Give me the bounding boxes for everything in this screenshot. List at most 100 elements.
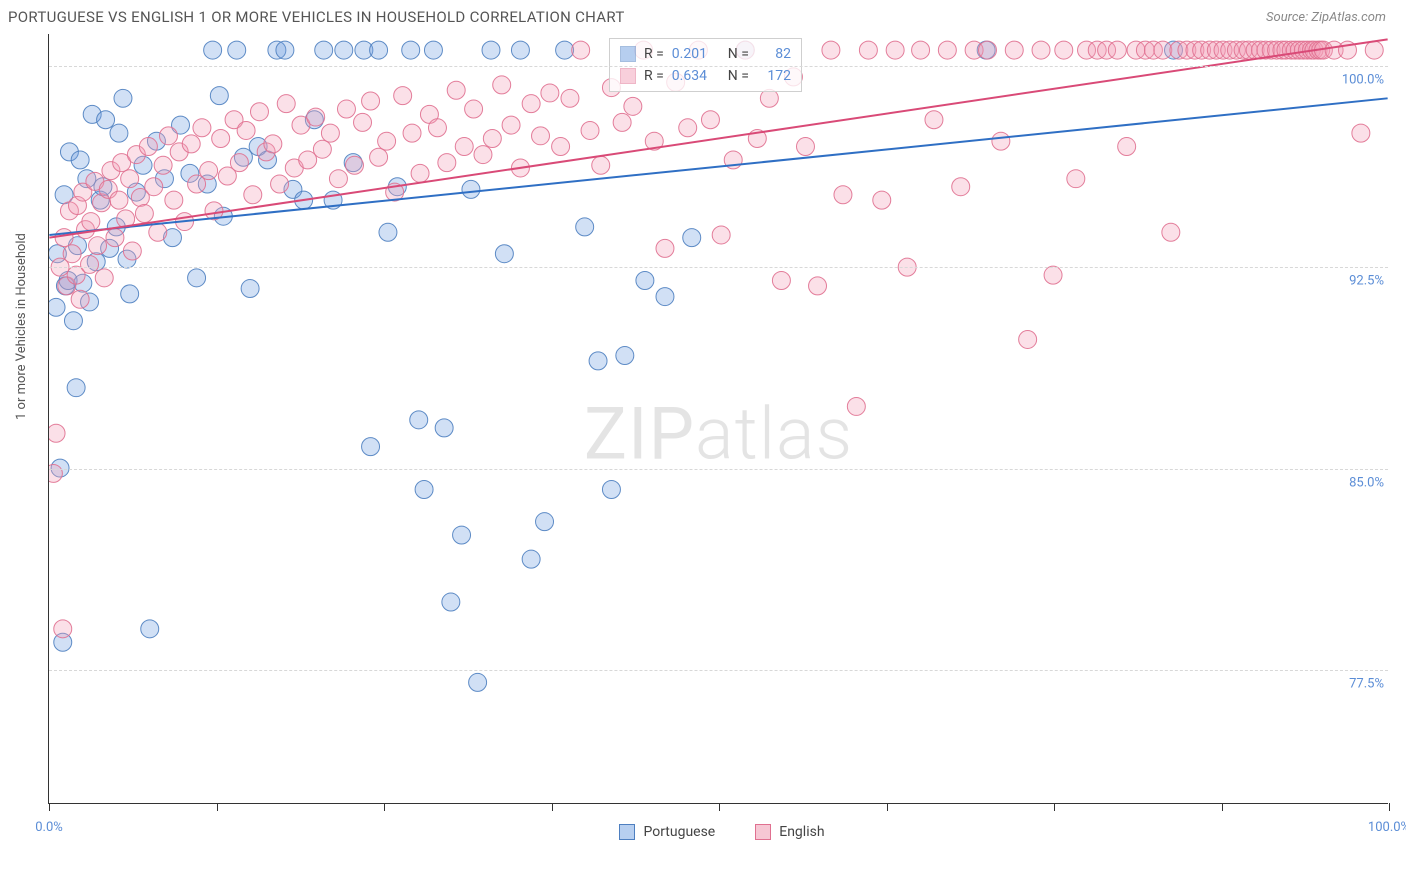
data-point	[1286, 41, 1304, 59]
data-point	[522, 550, 540, 568]
data-point	[97, 111, 115, 129]
data-point	[55, 186, 73, 204]
x-tick	[719, 803, 720, 811]
chart-title: PORTUGUESE VS ENGLISH 1 OR MORE VEHICLES…	[8, 8, 625, 26]
data-point	[453, 526, 471, 544]
data-point	[428, 119, 446, 137]
legend-n-value: 172	[757, 65, 791, 87]
data-point	[1170, 41, 1188, 59]
data-point	[164, 229, 182, 247]
data-point	[886, 41, 904, 59]
data-point	[354, 113, 372, 131]
data-point	[135, 205, 153, 223]
data-point	[965, 41, 983, 59]
data-point	[465, 100, 483, 118]
data-point	[493, 76, 511, 94]
data-point	[110, 124, 128, 142]
data-point	[370, 148, 388, 166]
data-point	[1193, 41, 1211, 59]
data-point	[55, 229, 73, 247]
data-point	[77, 221, 95, 239]
data-point	[94, 178, 112, 196]
data-point	[925, 111, 943, 129]
data-point	[307, 108, 325, 126]
data-point	[1246, 41, 1264, 59]
data-point	[511, 41, 529, 59]
series-legend: PortugueseEnglish	[48, 824, 1396, 840]
data-point	[78, 170, 96, 188]
data-point	[188, 269, 206, 287]
data-point	[64, 312, 82, 330]
data-point	[170, 143, 188, 161]
data-point	[249, 138, 267, 156]
data-point	[1298, 41, 1316, 59]
data-point	[495, 245, 513, 263]
data-point	[95, 269, 113, 287]
data-point	[1078, 41, 1096, 59]
legend-swatch	[620, 46, 636, 62]
data-point	[847, 397, 865, 415]
x-tick	[384, 803, 385, 811]
data-point	[1262, 41, 1280, 59]
data-point	[346, 156, 364, 174]
data-point	[1032, 41, 1050, 59]
legend-n-value: 82	[757, 43, 791, 65]
data-point	[834, 186, 852, 204]
data-point	[873, 191, 891, 209]
data-point	[204, 41, 222, 59]
legend-r-label: R =	[644, 43, 664, 65]
y-tick-label: 100.0%	[1342, 73, 1390, 88]
data-point	[462, 180, 480, 198]
legend-swatch	[619, 824, 635, 840]
data-point	[1108, 41, 1126, 59]
data-point	[218, 167, 236, 185]
legend-r-label: R =	[644, 65, 664, 87]
data-point	[139, 138, 157, 156]
data-point	[402, 41, 420, 59]
data-point	[54, 633, 72, 651]
data-point	[93, 194, 111, 212]
legend-swatch	[755, 824, 771, 840]
data-point	[107, 218, 125, 236]
data-point	[1201, 41, 1219, 59]
data-point	[134, 156, 152, 174]
series-legend-label: English	[779, 824, 824, 840]
data-point	[388, 178, 406, 196]
data-point	[225, 111, 243, 129]
data-point	[1252, 41, 1270, 59]
data-point	[127, 183, 145, 201]
data-point	[60, 143, 78, 161]
data-point	[68, 237, 86, 255]
data-point	[379, 223, 397, 241]
legend-row: R =0.634N =172	[620, 65, 791, 87]
data-point	[522, 95, 540, 113]
data-point	[683, 229, 701, 247]
data-point	[102, 162, 120, 180]
data-point	[859, 41, 877, 59]
scatter-plot: ZIPatlas R =0.201N =82R =0.634N =172 77.…	[48, 34, 1388, 804]
gridline	[49, 469, 1388, 470]
plot-svg-layer	[49, 34, 1388, 803]
data-point	[410, 411, 428, 429]
legend-n-label: N =	[728, 43, 749, 65]
data-point	[113, 154, 131, 172]
data-point	[198, 175, 216, 193]
data-point	[67, 379, 85, 397]
data-point	[1325, 41, 1343, 59]
x-tick	[1054, 803, 1055, 811]
data-point	[1186, 41, 1204, 59]
data-point	[992, 132, 1010, 150]
watermark-atlas: atlas	[695, 391, 853, 476]
data-point	[589, 352, 607, 370]
data-point	[483, 130, 501, 148]
x-tick	[49, 803, 50, 811]
data-point	[212, 130, 230, 148]
data-point	[474, 146, 492, 164]
data-point	[91, 191, 109, 209]
data-point	[822, 41, 840, 59]
data-point	[329, 170, 347, 188]
data-point	[624, 97, 642, 115]
data-point	[237, 121, 255, 139]
data-point	[205, 202, 223, 220]
data-point	[394, 87, 412, 105]
